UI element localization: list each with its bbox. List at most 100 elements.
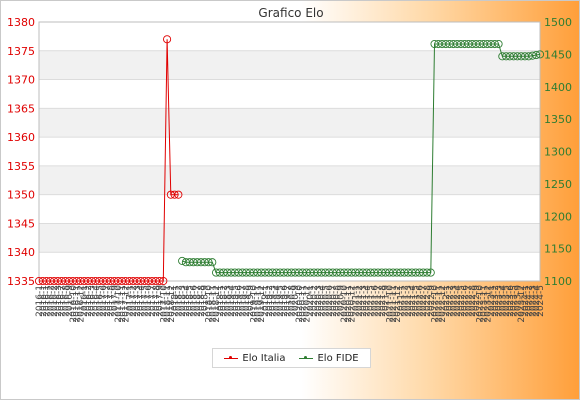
x-tick-label: 2023-11 — [479, 285, 489, 323]
y-tick-left: 1335 — [7, 275, 35, 288]
x-tick-label: 2024-3 — [528, 285, 538, 317]
x-tick-label: 2016-2 — [50, 285, 60, 317]
y-tick-left: 1370 — [7, 74, 35, 87]
y-tick-right: 1150 — [544, 243, 572, 256]
x-tick-label: 2019-2 — [265, 285, 275, 317]
y-tick-right: 1500 — [544, 16, 572, 29]
x-tick-label: 2022-8 — [468, 285, 478, 317]
y-tick-left: 1380 — [7, 16, 35, 29]
x-tick-label: 2017-7 — [148, 285, 158, 317]
y-tick-left: 1355 — [7, 160, 35, 173]
plot-band — [39, 22, 540, 51]
x-tick-label: 2017-11 — [118, 285, 128, 323]
x-tick-label: 2022-9 — [427, 285, 437, 317]
x-tick-label: 2017-9 — [156, 285, 166, 317]
plot-band — [39, 194, 540, 224]
x-tick-label: 2021-4 — [408, 285, 418, 317]
x-tick-label: 2021-3 — [404, 285, 414, 317]
x-tick-label: 2018-10 — [205, 285, 215, 323]
legend-item-elo-italia: Elo Italia — [224, 353, 285, 364]
x-tick-label: 2017-4 — [137, 285, 147, 317]
x-tick-label: 2016-7 — [58, 285, 68, 317]
x-tick-label: 2018-12 — [212, 285, 222, 323]
x-tick-label: 2022-4 — [453, 285, 463, 317]
x-tick-label: 2021-6 — [370, 285, 380, 317]
x-tick-label: 2020-2 — [310, 285, 320, 317]
x-tick-label: 2023-3 — [495, 285, 505, 317]
x-tick-label: 2021-1 — [397, 285, 407, 317]
x-tick-label: 2022-6 — [461, 285, 471, 317]
x-tick-label: 2016-11 — [73, 285, 83, 323]
x-tick-label: 2019-1 — [261, 285, 271, 317]
x-tick-label: 2021-5 — [412, 285, 422, 317]
x-tick-label: 2018-12 — [167, 285, 177, 323]
x-tick-label: 2018-8 — [197, 285, 207, 317]
y-tick-right: 1300 — [544, 146, 572, 159]
x-tick-label: 2017-8 — [107, 285, 117, 317]
x-tick-label: 2020-6 — [325, 285, 335, 317]
y-tick-right: 1450 — [544, 48, 572, 61]
x-tick-label: 2022-10 — [476, 285, 486, 323]
x-tick-label: 2022-11 — [434, 285, 444, 323]
legend-label-elo-italia: Elo Italia — [242, 352, 286, 364]
plot-border — [38, 21, 541, 282]
x-tick-label: 2020-9 — [336, 285, 346, 317]
x-tick-label: 2017-10 — [114, 285, 124, 323]
data-point-elo-fide — [490, 39, 499, 49]
x-tick-label: 2019-11 — [253, 285, 263, 323]
plot-band — [39, 108, 540, 138]
y-tick-right: 1100 — [544, 275, 572, 288]
data-point-elo-fide — [204, 258, 213, 267]
x-tick-label: 2017-7 — [103, 285, 113, 317]
x-tick-label: 2018-7 — [193, 285, 203, 317]
x-tick-label: 2021-5 — [366, 285, 376, 317]
x-tick-label: 2016-1 — [43, 285, 53, 317]
y-tick-right: 1400 — [544, 81, 572, 94]
x-tick-label: 2021-9 — [382, 285, 392, 317]
x-tick-label: 2017-2 — [129, 285, 139, 317]
x-tick-label: 2019-12 — [257, 285, 267, 323]
x-tick-label: 2021-8 — [378, 285, 388, 317]
x-tick-label: 2024-1 — [521, 285, 531, 317]
x-tick-label: 2020-3 — [314, 285, 324, 317]
x-tick-label: 2021-1 — [351, 285, 361, 317]
data-point-elo-fide — [524, 52, 533, 61]
x-tick-label: 2023-6 — [506, 285, 516, 317]
x-tick-label: 2019-6 — [280, 285, 290, 317]
data-point-elo-italia — [174, 190, 183, 199]
y-tick-left: 1365 — [7, 102, 35, 115]
x-tick-label: 2022-7 — [464, 285, 474, 317]
x-tick-label: 2018-5 — [186, 285, 196, 317]
legend-item-elo-fide: Elo FIDE — [299, 352, 359, 364]
x-tick-label: 2018-11 — [208, 285, 218, 323]
x-tick-label: 2016-3 — [88, 285, 98, 317]
x-tick-label: 2022-7 — [419, 285, 429, 317]
x-tick-label: 2019-4 — [227, 285, 237, 317]
x-tick-label: 2022-8 — [423, 285, 433, 317]
data-point-elo-fide — [426, 268, 435, 277]
x-tick-label: 2018-11 — [163, 285, 173, 323]
legend-label-elo-fide: Elo FIDE — [317, 352, 359, 364]
x-tick-label: 2022-5 — [457, 285, 467, 317]
x-tick-label: 2020-7 — [329, 285, 339, 317]
data-point-elo-fide — [528, 51, 537, 60]
data-point-elo-italia — [170, 190, 179, 199]
y-tick-left: 1340 — [7, 246, 35, 259]
x-tick-label: 2018-9 — [201, 285, 211, 317]
x-tick-label: 2023-9 — [513, 285, 523, 317]
x-tick-label: 2016-4 — [92, 285, 102, 317]
x-tick-label: 2021-3 — [359, 285, 369, 317]
x-tick-label: 2020-10 — [295, 285, 305, 323]
x-tick-label: 2016-2 — [46, 285, 56, 317]
x-tick-label: 2017-6 — [99, 285, 109, 317]
x-tick-label: 2020-5 — [321, 285, 331, 317]
x-tick-label: 2017-10 — [159, 285, 169, 323]
x-tick-label: 2017-6 — [144, 285, 154, 317]
x-tick-label: 2016-9 — [65, 285, 75, 317]
data-point-elo-fide — [208, 258, 217, 267]
x-tick-label: 2016-1 — [39, 285, 49, 317]
x-tick-label: 2024-5 — [536, 285, 546, 317]
y-tick-left: 1345 — [7, 217, 35, 230]
x-tick-label: 2021-12 — [393, 285, 403, 323]
